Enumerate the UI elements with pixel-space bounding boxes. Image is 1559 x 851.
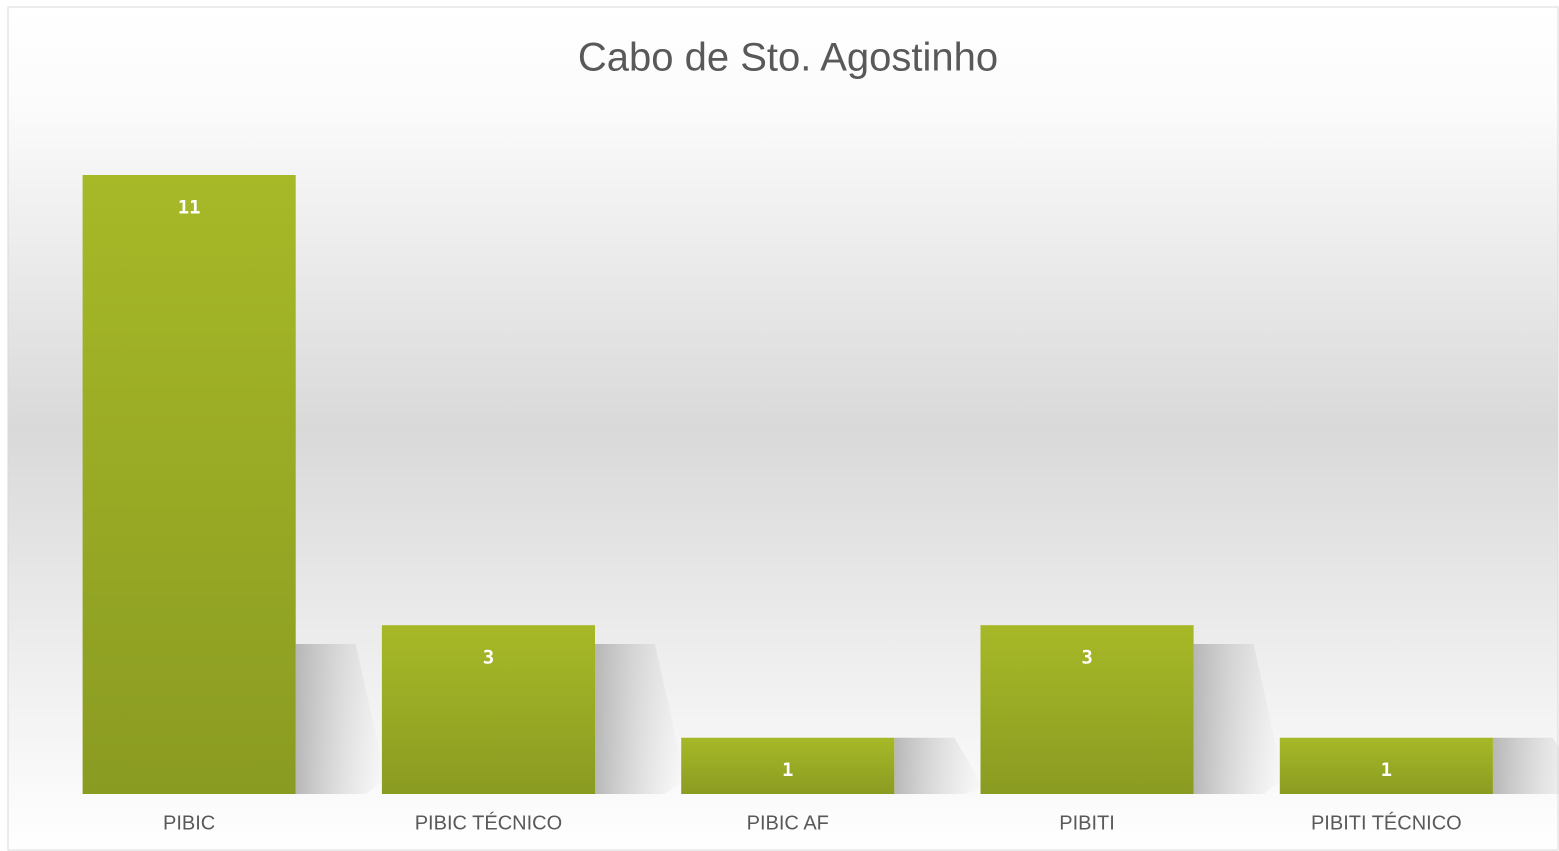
data-label: 1 — [782, 759, 793, 781]
x-tick-label: PIBITI TÉCNICO — [1311, 811, 1462, 834]
bar — [681, 737, 895, 794]
bar — [82, 175, 296, 794]
bar-shadow — [894, 737, 985, 794]
chart-title: Cabo de Sto. Agostinho — [578, 36, 998, 80]
bar — [980, 625, 1194, 794]
bar — [1279, 737, 1493, 794]
bar — [381, 625, 596, 794]
bar-shadow — [1193, 644, 1284, 794]
x-tick-label: PIBIC TÉCNICO — [415, 811, 562, 834]
x-tick-label: PIBIC AF — [747, 812, 829, 834]
x-tick-label: PIBIC — [163, 812, 215, 834]
bar-shadow — [595, 644, 686, 794]
data-label: 3 — [1081, 647, 1092, 669]
data-label: 3 — [483, 647, 494, 669]
bar-shadow — [1492, 737, 1559, 794]
data-label: 11 — [178, 197, 201, 219]
data-label: 1 — [1381, 759, 1392, 781]
x-tick-label: PIBITI — [1059, 812, 1115, 834]
bar-shadow — [295, 644, 386, 794]
